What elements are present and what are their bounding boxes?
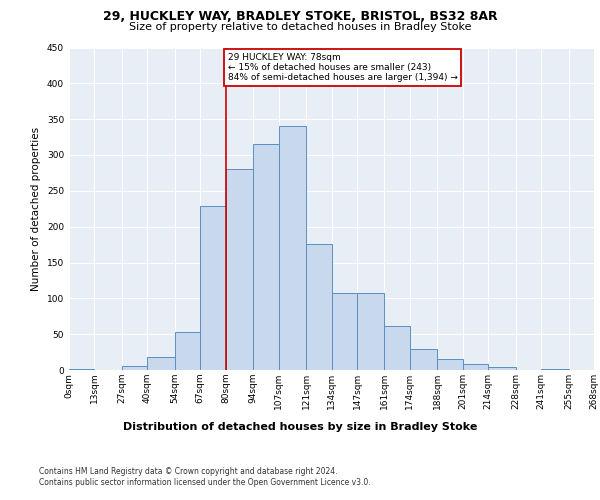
Bar	[253, 144, 278, 370]
Text: 29 HUCKLEY WAY: 78sqm
← 15% of detached houses are smaller (243)
84% of semi-det: 29 HUCKLEY WAY: 78sqm ← 15% of detached …	[227, 52, 458, 82]
Text: Size of property relative to detached houses in Bradley Stoke: Size of property relative to detached ho…	[129, 22, 471, 32]
Bar	[175, 332, 200, 370]
Bar	[148, 357, 175, 370]
Bar	[200, 206, 226, 370]
Bar	[122, 366, 148, 370]
Text: 29, HUCKLEY WAY, BRADLEY STOKE, BRISTOL, BS32 8AR: 29, HUCKLEY WAY, BRADLEY STOKE, BRISTOL,…	[103, 10, 497, 23]
Y-axis label: Number of detached properties: Number of detached properties	[31, 126, 41, 291]
Bar	[488, 367, 515, 370]
Bar	[410, 348, 437, 370]
Bar	[306, 244, 331, 370]
Bar	[331, 292, 357, 370]
Bar	[541, 368, 569, 370]
Bar	[278, 126, 306, 370]
Bar	[437, 359, 463, 370]
Bar	[357, 292, 385, 370]
Text: Distribution of detached houses by size in Bradley Stoke: Distribution of detached houses by size …	[123, 422, 477, 432]
Text: Contains HM Land Registry data © Crown copyright and database right 2024.
Contai: Contains HM Land Registry data © Crown c…	[39, 468, 371, 487]
Bar	[463, 364, 488, 370]
Bar	[226, 170, 253, 370]
Bar	[69, 368, 94, 370]
Bar	[385, 326, 410, 370]
